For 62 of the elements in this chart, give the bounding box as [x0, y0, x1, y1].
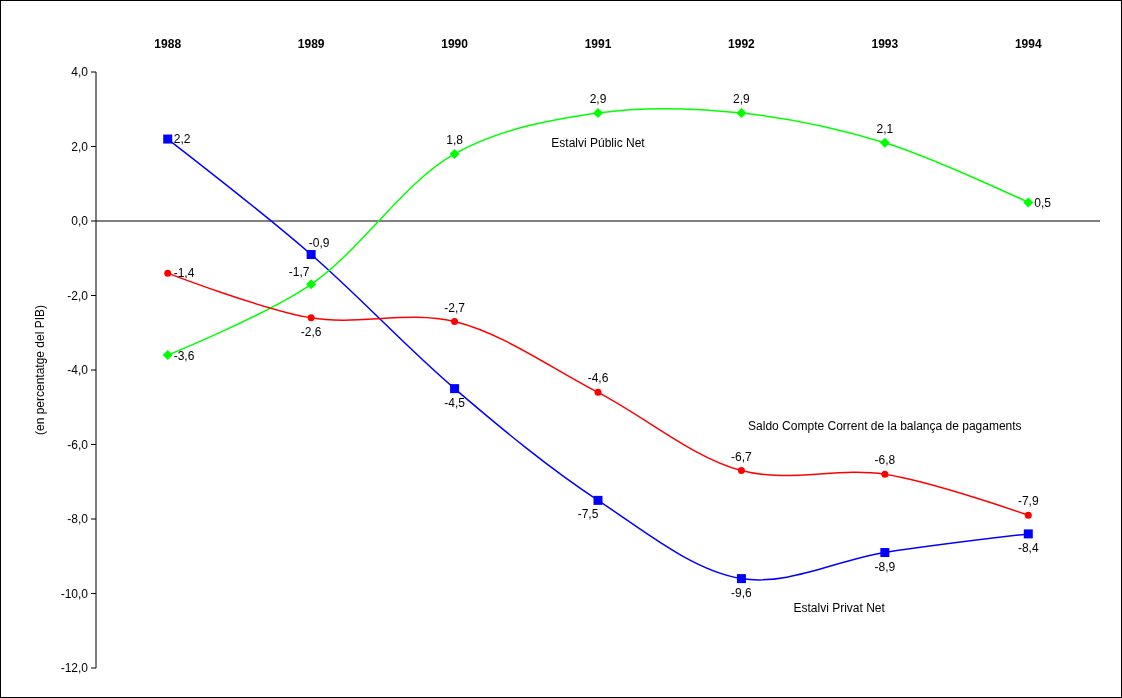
y-tick-label: 0,0 [71, 214, 89, 229]
data-label: 2,9 [589, 91, 607, 106]
data-label: -4,5 [444, 395, 466, 410]
data-label: -3,6 [173, 349, 195, 364]
x-tick-label: 1993 [871, 37, 899, 51]
data-label: -7,5 [577, 507, 599, 522]
point [879, 137, 890, 148]
data-label: -9,6 [731, 585, 753, 600]
data-label: -1,4 [173, 266, 195, 281]
point [1024, 511, 1032, 519]
y-tick-label: -10,0 [60, 586, 89, 601]
data-label: 1,8 [446, 132, 464, 147]
y-tick-label: 2,0 [71, 139, 89, 154]
point [451, 318, 459, 326]
point [306, 279, 317, 290]
point [737, 467, 745, 475]
point [450, 384, 460, 394]
data-label: -2,6 [300, 324, 322, 339]
data-label: -2,7 [444, 300, 466, 315]
series-label: Estalvi Públic Net [551, 135, 646, 150]
point [162, 350, 173, 361]
x-tick-label: 1988 [154, 37, 182, 51]
point [881, 470, 889, 478]
data-label: -8,4 [1017, 540, 1039, 555]
point [164, 269, 172, 277]
y-tick-label: -12,0 [60, 661, 89, 676]
point [736, 107, 747, 118]
data-label: -8,9 [874, 559, 896, 574]
y-tick-label: -2,0 [67, 288, 89, 303]
y-tick-label: -4,0 [67, 363, 89, 378]
point [307, 314, 315, 322]
y-axis-title: (en percentatge del PIB) [33, 304, 47, 436]
data-label: -7,9 [1017, 494, 1039, 509]
x-tick-label: 1994 [1014, 37, 1042, 51]
point [1023, 197, 1034, 208]
point [593, 495, 603, 505]
text: Saldo Compte Corrent de la balança de pagaments [748, 418, 1022, 433]
data-label: 0,5 [1034, 196, 1052, 211]
point [880, 548, 890, 558]
data-label: 2,1 [876, 121, 894, 136]
point [163, 134, 173, 144]
data-label: -6,7 [731, 449, 753, 464]
point [1023, 529, 1033, 539]
point [306, 250, 316, 260]
point [736, 574, 746, 584]
text: Estalvi Privat Net [793, 601, 886, 616]
data-label: -4,6 [587, 371, 609, 386]
data-label: -0,9 [308, 235, 330, 250]
data-label: 2,2 [173, 132, 191, 147]
x-tick-label: 1991 [584, 37, 612, 51]
point [449, 148, 460, 159]
y-tick-label: 4,0 [71, 65, 89, 80]
x-tick-label: 1992 [728, 37, 756, 51]
point [593, 107, 603, 118]
data-label: -6,8 [874, 453, 896, 468]
data-label: 2,9 [733, 91, 751, 106]
data-label: -1,7 [288, 265, 310, 280]
x-tick-label: 1989 [297, 37, 325, 51]
point [594, 388, 602, 396]
y-tick-label: -6,0 [67, 437, 89, 452]
x-tick-label: 1990 [441, 37, 469, 51]
y-tick-label: -8,0 [67, 512, 89, 527]
